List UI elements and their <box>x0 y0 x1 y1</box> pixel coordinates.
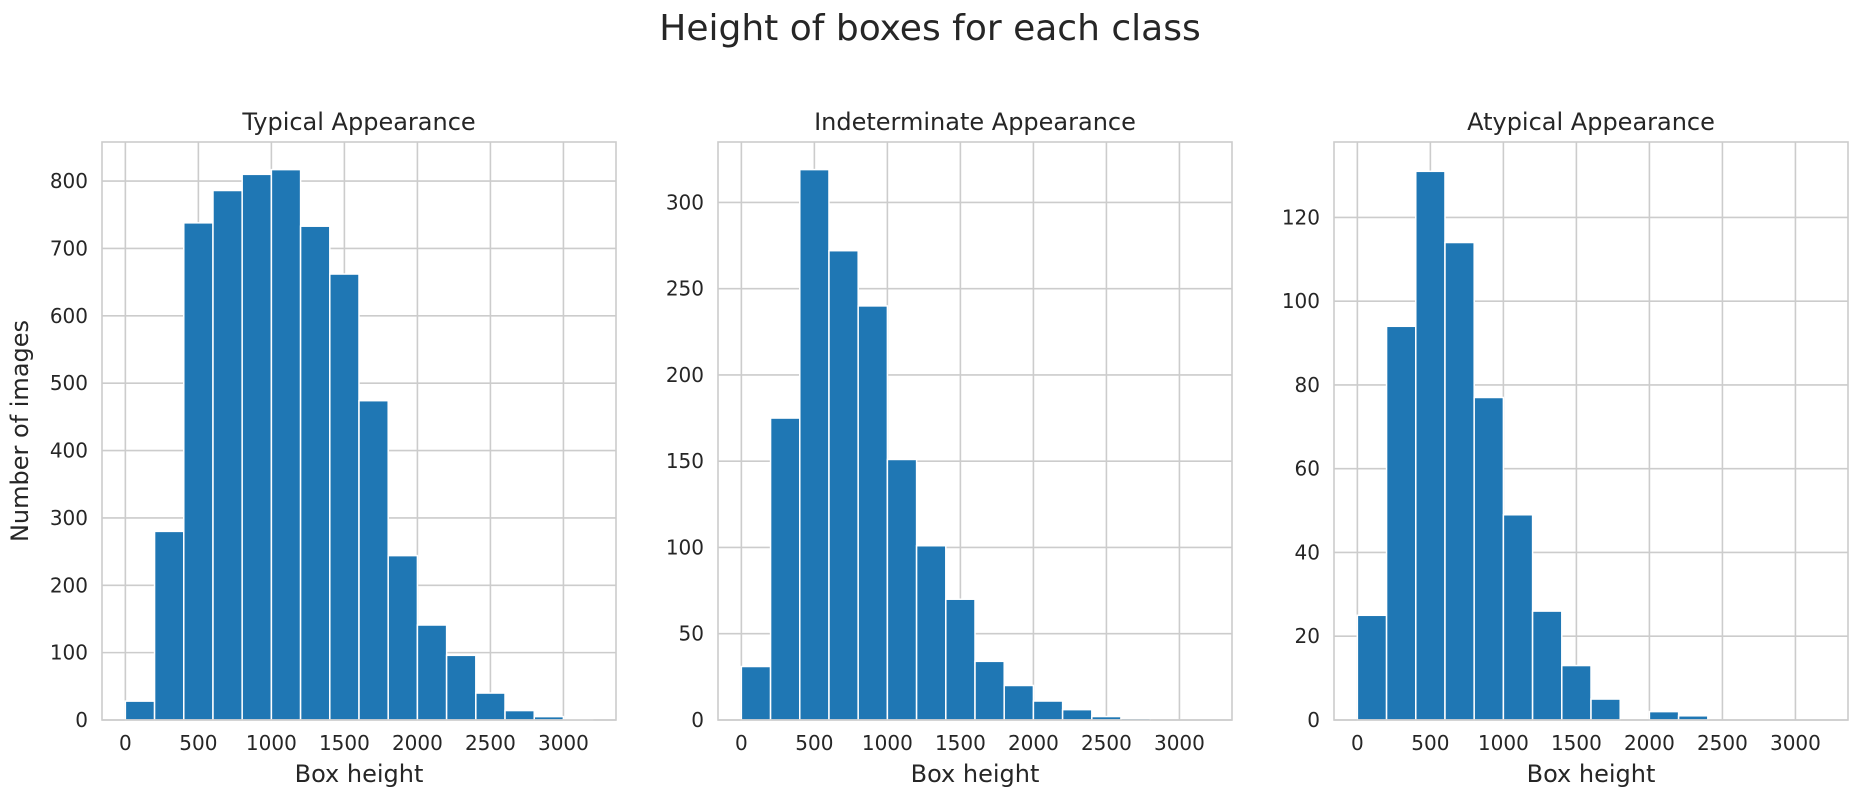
y-tick-label: 40 <box>1295 540 1320 564</box>
histogram-bar <box>387 554 419 721</box>
y-tick-label: 800 <box>50 169 88 193</box>
histogram-bar <box>153 530 185 721</box>
histogram-bar <box>1061 708 1093 721</box>
axes-frame <box>717 141 1233 721</box>
histogram-bar <box>241 173 273 721</box>
subplot-title: Indeterminate Appearance <box>814 108 1136 136</box>
subplot-3: 0 500 1000 1500 2000 2500 3000 0 20 40 60 80 100 120 A… <box>1282 108 1849 788</box>
histogram-bar <box>1032 700 1064 721</box>
y-tick-label: 150 <box>666 449 704 473</box>
y-tick-label: 250 <box>666 277 704 301</box>
histogram-bar <box>1003 684 1035 721</box>
histogram-bar <box>799 168 830 721</box>
histogram-bar <box>1531 610 1563 721</box>
y-tick-label: 200 <box>50 573 88 597</box>
x-axis-label: Box height <box>295 760 424 788</box>
x-tick-label: 2500 <box>465 731 516 755</box>
subplot-1: 0 500 1000 1500 2000 2500 3000 0 100 200 300 400 500… <box>6 108 617 788</box>
y-tick-label: 60 <box>1295 457 1320 481</box>
subplot-title: Atypical Appearance <box>1467 108 1715 136</box>
x-tick-label: 2500 <box>1081 731 1132 755</box>
histogram-bar <box>1356 614 1388 721</box>
y-tick-label: 0 <box>75 708 88 732</box>
subplot-2: 0 500 1000 1500 2000 2500 3000 0 50 100 150 200 250 3… <box>666 108 1233 788</box>
x-tick-label: 1000 <box>1478 731 1529 755</box>
histogram-bar <box>740 665 772 721</box>
histogram-bar <box>1590 698 1621 721</box>
y-tick-label: 500 <box>50 371 88 395</box>
axes-frame <box>1333 141 1849 721</box>
x-axis-label: Box height <box>1527 760 1656 788</box>
x-tick-label: 2000 <box>392 731 443 755</box>
y-tick-label: 600 <box>50 304 88 328</box>
histogram-bar <box>1444 241 1475 721</box>
x-tick-label: 0 <box>119 731 132 755</box>
x-tick-label: 1000 <box>246 731 297 755</box>
histogram-bar <box>857 305 889 721</box>
histogram-bar <box>299 225 331 721</box>
x-axis-label: Box height <box>911 760 1040 788</box>
histogram-bar <box>1502 514 1534 721</box>
x-tick-label: 3000 <box>538 731 589 755</box>
histogram-bar <box>915 544 947 721</box>
x-tick-label: 500 <box>179 731 217 755</box>
histogram-bar <box>1385 325 1417 721</box>
histogram-bar <box>445 654 477 721</box>
y-tick-label: 100 <box>50 641 88 665</box>
histogram-bar <box>1415 170 1446 721</box>
y-tick-label: 20 <box>1295 624 1320 648</box>
x-tick-label: 2500 <box>1697 731 1748 755</box>
x-tick-label: 1500 <box>935 731 986 755</box>
histogram-bar <box>270 168 302 721</box>
histogram-bar <box>974 660 1005 721</box>
histogram-bar <box>1561 664 1592 721</box>
histogram-bar <box>475 692 506 721</box>
histogram-bar <box>504 709 535 721</box>
x-tick-label: 3000 <box>1770 731 1821 755</box>
histogram-bar <box>886 458 918 721</box>
x-tick-label: 1500 <box>1551 731 1602 755</box>
histogram-bar <box>329 273 360 721</box>
y-tick-label: 200 <box>666 363 704 387</box>
x-tick-label: 0 <box>735 731 748 755</box>
y-tick-label: 0 <box>691 708 704 732</box>
histogram-bar <box>124 700 156 721</box>
y-tick-label: 100 <box>666 535 704 559</box>
axes-frame <box>101 141 617 721</box>
x-tick-label: 500 <box>795 731 833 755</box>
y-axis-label: Number of images <box>6 320 34 542</box>
y-tick-label: 0 <box>1307 708 1320 732</box>
x-tick-label: 1500 <box>319 731 370 755</box>
x-tick-label: 0 <box>1351 731 1364 755</box>
x-tick-label: 3000 <box>1154 731 1205 755</box>
histogram-bar <box>945 598 976 721</box>
x-tick-label: 1000 <box>862 731 913 755</box>
y-tick-label: 400 <box>50 439 88 463</box>
x-tick-label: 2000 <box>1624 731 1675 755</box>
y-tick-label: 300 <box>666 190 704 214</box>
y-tick-label: 700 <box>50 236 88 260</box>
y-tick-label: 50 <box>679 622 704 646</box>
x-tick-label: 2000 <box>1008 731 1059 755</box>
figure-title: Height of boxes for each class <box>659 8 1201 49</box>
histogram-bar <box>1473 396 1505 721</box>
y-tick-label: 120 <box>1282 205 1320 229</box>
histogram-bar <box>212 189 243 721</box>
y-tick-label: 80 <box>1295 373 1320 397</box>
histogram-bar <box>828 249 859 721</box>
y-tick-label: 100 <box>1282 289 1320 313</box>
histogram-bar <box>183 222 214 721</box>
histogram-bar <box>769 417 801 721</box>
histogram-bar <box>416 624 448 721</box>
x-tick-label: 500 <box>1411 731 1449 755</box>
y-tick-label: 300 <box>50 506 88 530</box>
histogram-bar <box>1648 710 1680 721</box>
subplot-title: Typical Appearance <box>241 108 475 136</box>
histogram-bar <box>358 399 389 721</box>
